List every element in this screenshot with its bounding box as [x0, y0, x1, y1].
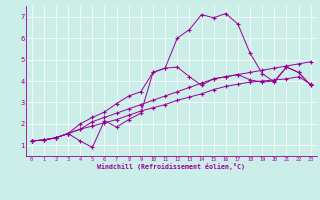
X-axis label: Windchill (Refroidissement éolien,°C): Windchill (Refroidissement éolien,°C): [97, 163, 245, 170]
